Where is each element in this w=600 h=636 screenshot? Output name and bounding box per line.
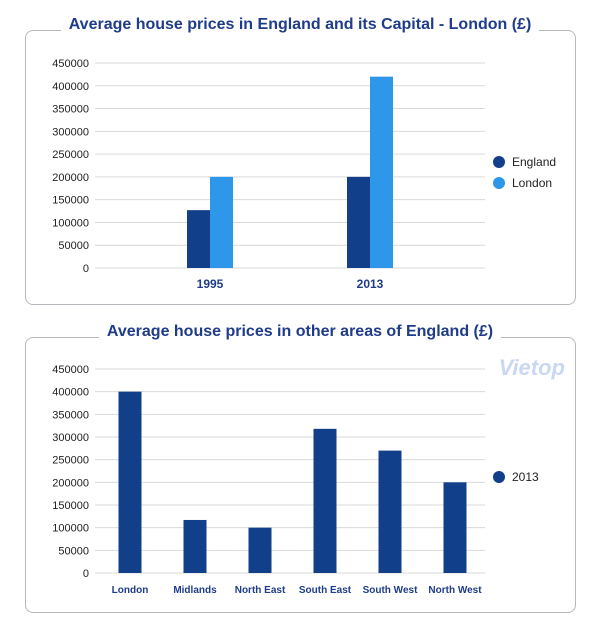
y-tick-label: 300000 xyxy=(52,432,89,444)
bar-2013-north-east xyxy=(248,527,272,573)
y-tick-label: 0 xyxy=(83,568,89,580)
y-tick-label: 450000 xyxy=(52,364,89,376)
bar-london-2013 xyxy=(370,76,393,269)
y-tick-label: 350000 xyxy=(52,409,89,421)
bar-england-2013 xyxy=(347,176,370,268)
legend-swatch xyxy=(493,177,505,189)
x-tick-label: 2013 xyxy=(357,277,384,291)
y-tick-label: 150000 xyxy=(52,500,89,512)
y-tick-label: 200000 xyxy=(52,172,89,184)
bar-2013-south-east xyxy=(313,428,337,573)
y-tick-label: 50000 xyxy=(58,545,89,557)
legend-swatch xyxy=(493,156,505,168)
y-tick-label: 350000 xyxy=(52,104,89,116)
x-tick-label: 1995 xyxy=(197,277,224,291)
y-tick-label: 400000 xyxy=(52,387,89,399)
y-tick-label: 450000 xyxy=(52,58,89,70)
y-tick-label: 300000 xyxy=(52,126,89,138)
bar-2013-london xyxy=(118,391,142,573)
y-tick-label: 100000 xyxy=(52,217,89,229)
chart-panel-capital xyxy=(25,30,576,305)
x-tick-label: South East xyxy=(299,585,352,596)
chart-title: Average house prices in other areas of E… xyxy=(0,323,600,341)
bar-2013-north-west xyxy=(443,482,467,573)
chart-title: Average house prices in England and its … xyxy=(0,16,600,34)
x-tick-label: South West xyxy=(363,585,418,596)
x-tick-label: Midlands xyxy=(173,585,217,596)
y-tick-label: 50000 xyxy=(58,240,89,252)
bar-england-1995 xyxy=(187,210,210,268)
x-tick-label: North East xyxy=(235,585,286,596)
watermark-logo: Vietop xyxy=(498,355,565,380)
x-tick-label: North West xyxy=(428,585,482,596)
legend-label: London xyxy=(512,176,552,190)
y-tick-label: 400000 xyxy=(52,81,89,93)
bar-london-1995 xyxy=(210,176,233,268)
y-tick-label: 250000 xyxy=(52,149,89,161)
legend-swatch xyxy=(493,471,505,483)
chart-panel-areas xyxy=(25,337,576,613)
y-tick-label: 100000 xyxy=(52,523,89,535)
y-tick-label: 0 xyxy=(83,263,89,275)
y-tick-label: 150000 xyxy=(52,195,89,207)
legend-label: England xyxy=(512,155,556,169)
bar-2013-south-west xyxy=(378,450,402,573)
legend-label: 2013 xyxy=(512,470,539,484)
y-tick-label: 200000 xyxy=(52,477,89,489)
x-tick-label: London xyxy=(112,585,149,596)
y-tick-label: 250000 xyxy=(52,455,89,467)
bar-2013-midlands xyxy=(183,519,207,573)
